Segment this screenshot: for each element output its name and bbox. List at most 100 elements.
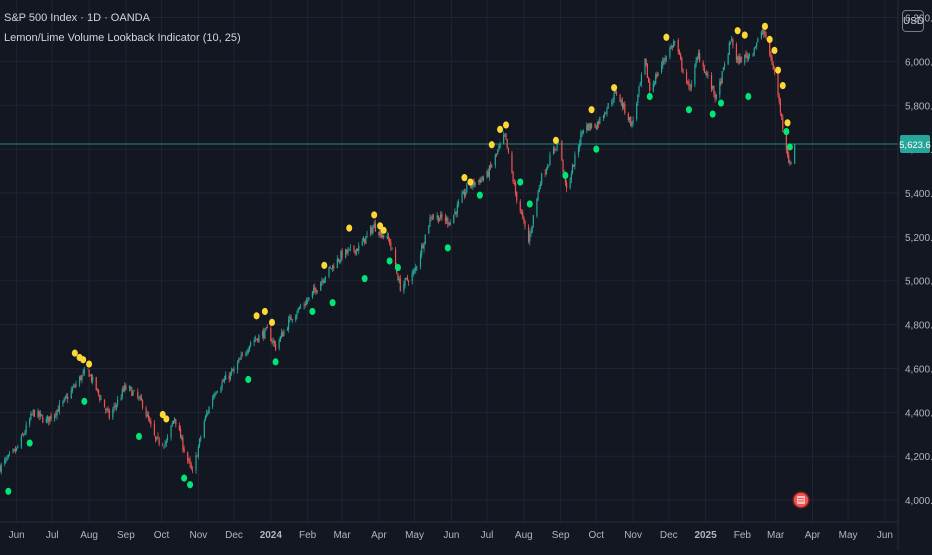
- candle-body: [503, 135, 505, 144]
- candle-body: [529, 234, 531, 242]
- candle-body: [637, 94, 639, 103]
- candle-body: [614, 91, 616, 94]
- candle-body: [263, 331, 265, 338]
- lime-marker: [444, 244, 451, 252]
- candle-body: [405, 277, 407, 279]
- candle-body: [628, 117, 631, 121]
- x-tick-label: Apr: [805, 530, 821, 541]
- candle-body: [647, 77, 650, 83]
- candle-body: [554, 148, 556, 150]
- candle-body: [504, 133, 506, 135]
- earnings-icon[interactable]: [792, 491, 810, 509]
- candle-body: [55, 413, 57, 416]
- candle-body: [479, 179, 481, 183]
- candle-body: [290, 316, 292, 320]
- candle-body: [296, 313, 298, 317]
- candle-body: [696, 57, 698, 61]
- candle-body: [308, 297, 310, 301]
- candle-body: [206, 413, 208, 416]
- candle-body: [624, 103, 626, 113]
- candle-body: [413, 269, 416, 272]
- candle-body: [188, 459, 190, 461]
- candle-body: [238, 359, 240, 363]
- candle-body: [595, 127, 597, 130]
- candle-body: [197, 446, 199, 456]
- candle-body: [261, 332, 264, 336]
- candle-body: [786, 149, 789, 156]
- lime-marker: [181, 474, 188, 482]
- candle-body: [105, 408, 107, 411]
- candle-body: [324, 276, 327, 280]
- candle-body: [456, 204, 458, 214]
- candle-body: [100, 398, 102, 400]
- lemon-marker: [552, 136, 559, 144]
- candle-body: [640, 74, 643, 84]
- candle-body: [320, 282, 322, 291]
- candle-body: [23, 434, 25, 436]
- candle-body: [441, 214, 443, 218]
- candle-body: [337, 259, 340, 262]
- candle-body: [21, 434, 24, 436]
- candle-body: [461, 193, 463, 203]
- candle-body: [788, 154, 790, 164]
- candle-body: [33, 409, 36, 417]
- candle-body: [24, 432, 26, 435]
- lime-marker: [272, 358, 279, 366]
- lime-marker: [745, 92, 752, 101]
- candle-body: [56, 409, 58, 417]
- candle-body: [4, 459, 6, 464]
- candle-body: [112, 409, 114, 418]
- candle-body: [586, 124, 588, 131]
- candle-body: [108, 410, 110, 419]
- candle-body: [348, 248, 350, 250]
- lime-marker: [718, 99, 725, 107]
- candle-body: [40, 414, 43, 416]
- candle-body: [271, 341, 273, 343]
- candle-body: [316, 290, 318, 293]
- indicator-title[interactable]: Lemon/Lime Volume Lookback Indicator (10…: [4, 32, 241, 44]
- candle-body: [627, 113, 629, 120]
- candle-body: [497, 150, 499, 154]
- candle-body: [672, 42, 675, 47]
- candle-body: [669, 48, 671, 57]
- candle-body: [577, 146, 580, 155]
- candle-body: [315, 289, 317, 293]
- candle-body: [58, 403, 60, 411]
- candle-body: [715, 94, 717, 99]
- candle-body: [573, 164, 575, 167]
- candle-body: [499, 143, 501, 148]
- candle-body: [670, 46, 672, 49]
- candle-body: [703, 68, 705, 73]
- candle-body: [99, 395, 101, 400]
- candle-body: [42, 416, 44, 423]
- candle-body: [491, 165, 493, 168]
- candle-body: [753, 47, 755, 54]
- candle-body: [620, 100, 622, 103]
- candle-body: [87, 368, 89, 370]
- candle-body: [789, 162, 791, 164]
- currency-button[interactable]: USD: [902, 10, 924, 32]
- candle-body: [7, 454, 9, 458]
- candle-body: [279, 336, 281, 342]
- lemon-marker: [775, 66, 782, 74]
- time-axis[interactable]: Jun Jul Aug Sep Oct Nov Dec 2024 Feb Mar Apr May Jun…: [0, 521, 898, 541]
- candle-body: [555, 148, 557, 151]
- candle-body: [514, 182, 517, 194]
- symbol-title[interactable]: S&P 500 Index · 1D · OANDA: [4, 12, 150, 24]
- candle-body: [415, 267, 417, 271]
- candle-body: [189, 459, 191, 465]
- lime-marker: [786, 143, 793, 151]
- candle-body: [706, 72, 708, 76]
- candle-body: [690, 83, 692, 88]
- last-price-badge-bg: [900, 134, 930, 153]
- candle-body: [631, 122, 633, 126]
- candle-body: [307, 300, 309, 302]
- candle-body: [469, 185, 471, 187]
- lime-marker: [646, 92, 653, 101]
- lime-marker: [709, 110, 716, 118]
- candle-body: [607, 103, 609, 109]
- candle-body: [520, 212, 523, 214]
- candle-body: [790, 163, 792, 164]
